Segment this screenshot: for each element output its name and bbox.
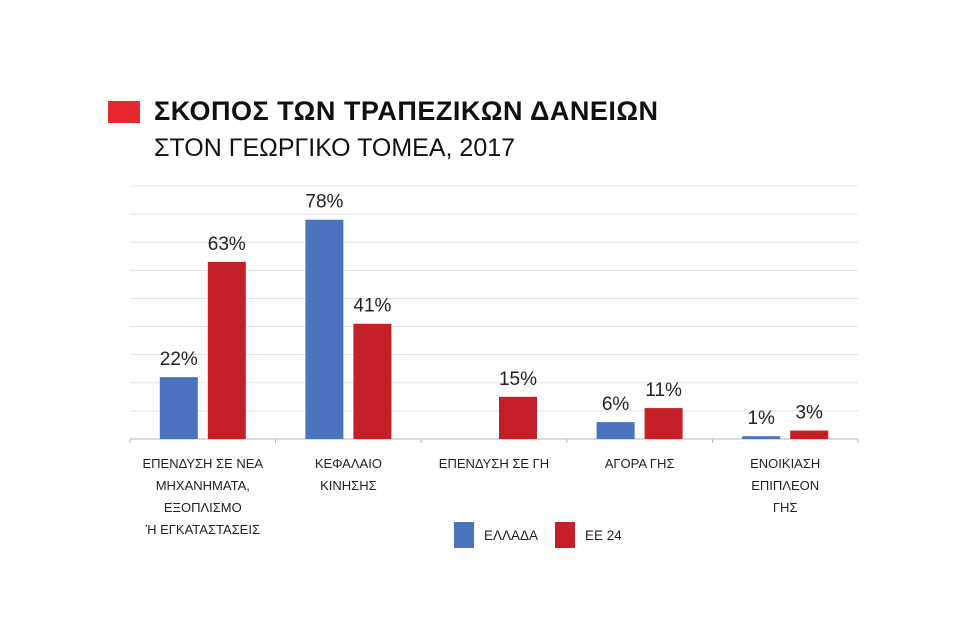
bar-greece [596, 422, 635, 439]
category-label: ΑΓΟΡΑ ΓΗΣ [605, 456, 675, 471]
value-label-eu24: 41% [353, 296, 391, 317]
bar-greece [159, 377, 198, 439]
bar-eu24 [499, 396, 537, 439]
bar-eu24 [790, 430, 829, 439]
bars [159, 219, 829, 439]
legend-label-eu24: ΕΕ 24 [585, 528, 622, 543]
chart-title: ΣΚΟΠΟΣ ΤΩΝ ΤΡΑΠΕΖΙΚΩΝ ΔΑΝΕΙΩΝ [154, 96, 659, 126]
value-label-eu24: 3% [795, 403, 823, 424]
legend-swatch-eu24 [555, 522, 575, 548]
category-label: ΚΕΦΑΛΑΙΟ [315, 456, 382, 471]
category-label: ΕΠΙΠΛΕΟΝ [751, 478, 819, 493]
category-label: ΓΗΣ [773, 500, 798, 515]
value-label-greece: 22% [160, 349, 198, 370]
value-label-greece: 78% [305, 192, 343, 213]
category-label: ΜΗΧΑΝΗΜΑΤΑ, [156, 478, 250, 493]
legend-swatch-greece [454, 522, 474, 548]
category-label: ΚΙΝΗΣΗΣ [320, 478, 377, 493]
value-label-eu24: 11% [645, 380, 682, 401]
legend-label-greece: ΕΛΛΑΔΑ [484, 528, 538, 543]
value-label-eu24: 63% [208, 234, 246, 255]
category-labels: ΕΠΕΝΔΥΣΗ ΣΕ ΝΕΑ ΜΗΧΑΝΗΜΑΤΑ, ΕΞΟΠΛΙΣΜΟ Ή ΕΓΚ… [143, 456, 821, 537]
category-label: ΕΞΟΠΛΙΣΜΟ [164, 500, 242, 515]
value-labels: 22% 63% 78% 41% 15% 6% 11% 1% 3% [160, 192, 823, 429]
category-label: ΕΝΟΙΚΙΑΣΗ [750, 456, 820, 471]
category-label: ΕΠΕΝΔΥΣΗ ΣΕ ΝΕΑ [143, 456, 264, 471]
bar-greece [742, 436, 781, 439]
value-label-eu24: 15% [499, 369, 537, 390]
category-label: Ή ΕΓΚΑΤΑΣΤΑΣΕΙΣ [145, 522, 260, 537]
title-marker [108, 101, 140, 123]
legend: ΕΛΛΑΔΑ ΕΕ 24 [454, 522, 622, 548]
bar-greece [305, 219, 344, 439]
bar-eu24 [207, 261, 246, 439]
bar-eu24 [353, 323, 392, 439]
gridlines [129, 185, 859, 443]
chart-subtitle: ΣΤΟΝ ΓΕΩΡΓΙΚΟ ΤΟΜΕΑ, 2017 [154, 134, 516, 162]
category-label: ΕΠΕΝΔΥΣΗ ΣΕ ΓΗ [439, 456, 549, 471]
bar-eu24 [644, 408, 683, 439]
value-label-greece: 1% [747, 408, 775, 429]
value-label-greece: 6% [602, 394, 630, 415]
